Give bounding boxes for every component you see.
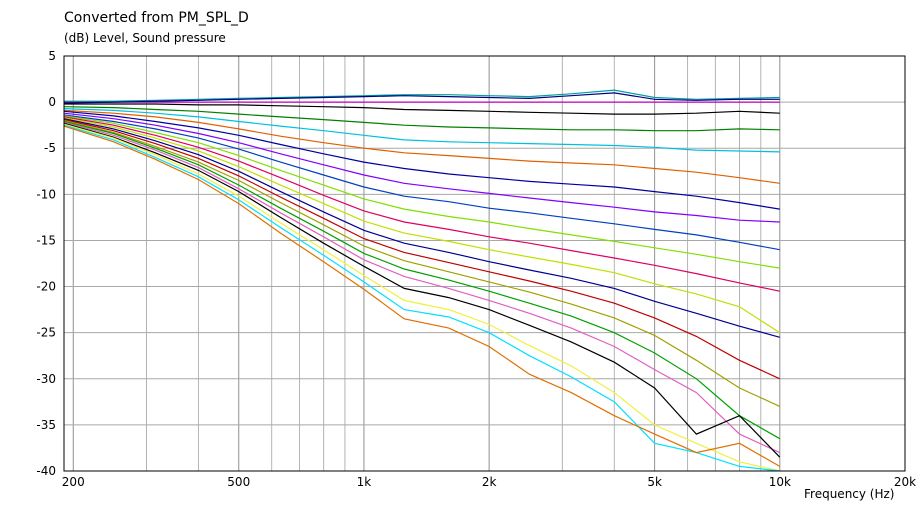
series-line-13 <box>64 118 780 338</box>
series-line-20 <box>64 124 780 471</box>
plot-frame <box>63 55 906 472</box>
y-tick-label: -20 <box>36 280 56 294</box>
series-line-14 <box>64 119 781 380</box>
series-line-1 <box>64 89 780 102</box>
series-line-11 <box>64 116 780 292</box>
series-line-12 <box>64 117 781 334</box>
series-line-3 <box>64 103 780 115</box>
series-line-10 <box>64 115 780 269</box>
x-tick-label: 20k <box>894 475 916 489</box>
series-line-7 <box>64 110 780 210</box>
series-line-9 <box>64 114 780 251</box>
series-line-17 <box>64 121 781 454</box>
series-line-21 <box>64 125 781 467</box>
y-tick-label: 0 <box>48 95 56 109</box>
chart-title: Converted from PM_SPL_D <box>64 10 249 26</box>
series-line-2 <box>64 92 780 104</box>
x-tick-label: 1k <box>357 475 372 489</box>
series-line-8 <box>64 112 780 223</box>
y-tick-label: -25 <box>36 326 56 340</box>
y-tick-label: -40 <box>36 464 56 478</box>
y-tick-label: 5 <box>48 49 56 63</box>
x-tick-label: 200 <box>62 475 85 489</box>
y-axis-label: (dB) Level, Sound pressure <box>64 31 226 45</box>
series-line-15 <box>64 120 781 407</box>
y-tick-label: -30 <box>36 372 56 386</box>
series-line-5 <box>64 108 780 153</box>
x-axis-label: Frequency (Hz) <box>804 487 895 501</box>
y-tick-label: -15 <box>36 233 56 247</box>
y-tick-label: -5 <box>44 141 56 155</box>
y-tick-label: -10 <box>36 187 56 201</box>
x-tick-label: 10k <box>769 475 791 489</box>
x-tick-label: 500 <box>227 475 250 489</box>
series-line-16 <box>64 120 781 440</box>
series-line-19 <box>64 123 780 471</box>
series-line-4 <box>64 106 780 132</box>
y-tick-label: -35 <box>36 418 56 432</box>
x-tick-label: 2k <box>482 475 497 489</box>
x-tick-label: 5k <box>647 475 662 489</box>
series-line-18 <box>64 122 781 458</box>
series-line-6 <box>64 109 780 184</box>
